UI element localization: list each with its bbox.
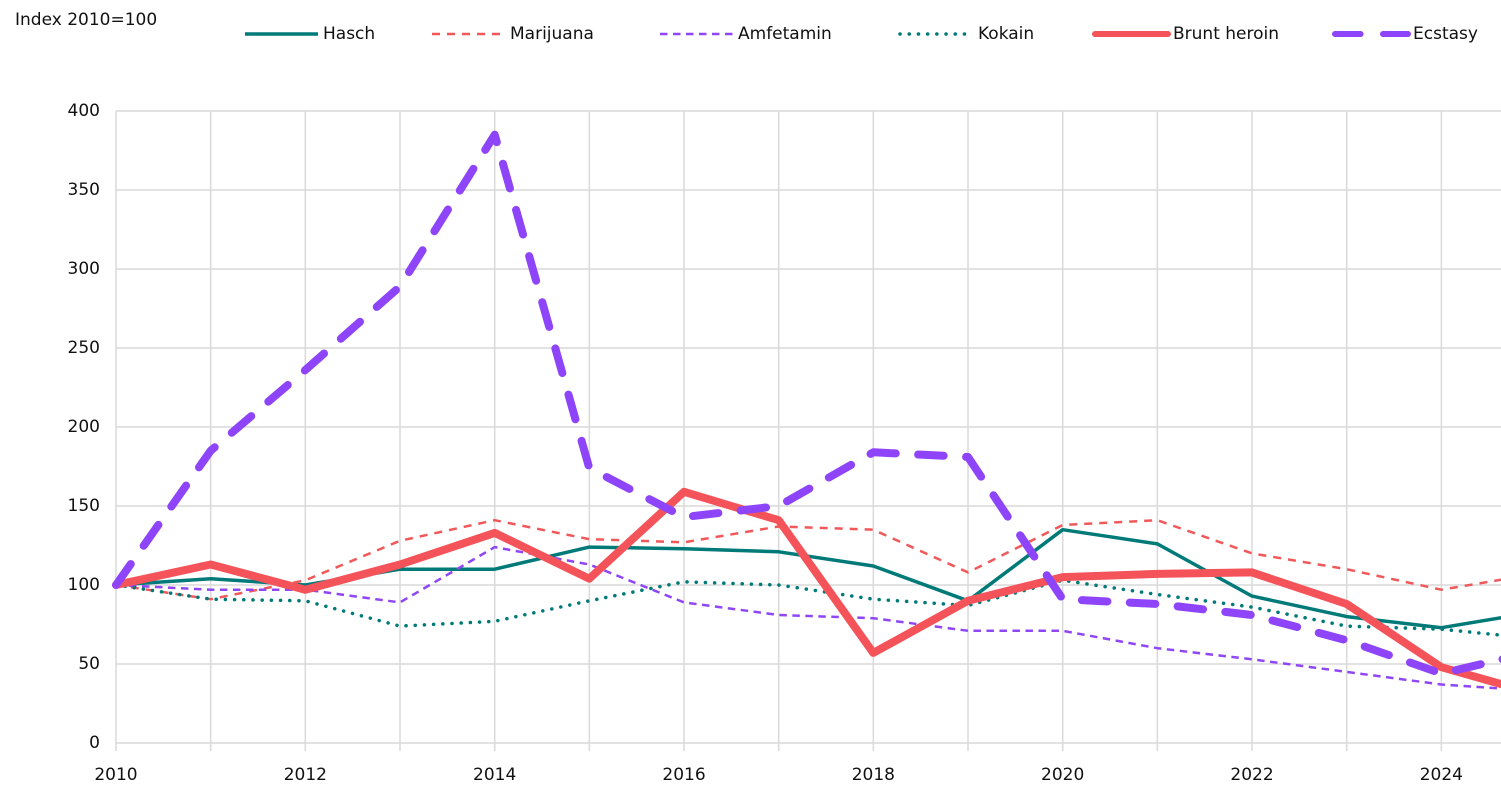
legend-label: Ecstasy	[1413, 24, 1478, 44]
legend-label: Kokain	[978, 24, 1034, 44]
legend-item: Brunt heroin	[1092, 24, 1279, 44]
y-tick-label: 0	[89, 733, 100, 753]
series-line	[112, 487, 1501, 689]
legend-item: Marijuana	[432, 24, 594, 44]
y-tick-label: 50	[78, 654, 100, 674]
legend-label: Hasch	[323, 24, 375, 44]
x-tick-label: 2022	[1230, 765, 1273, 785]
x-tick-label: 2012	[284, 765, 327, 785]
x-tick-label: 2016	[662, 765, 705, 785]
y-axis-title: Index 2010=100	[15, 10, 157, 30]
y-tick-label: 150	[68, 496, 100, 516]
y-tick-label: 350	[68, 180, 100, 200]
legend-item: Kokain	[898, 24, 1034, 44]
legend-label: Brunt heroin	[1173, 24, 1279, 44]
series-line	[112, 130, 1501, 678]
legend-item: Amfetamin	[660, 24, 832, 44]
series-line	[115, 518, 1501, 601]
series-line	[115, 545, 1501, 690]
y-tick-label: 300	[68, 259, 100, 279]
x-tick-label: 2014	[473, 765, 516, 785]
y-tick-label: 100	[68, 575, 100, 595]
plot-area	[112, 130, 1501, 690]
legend-label: Marijuana	[510, 24, 594, 44]
series-line	[115, 527, 1501, 630]
y-tick-label: 250	[68, 338, 100, 358]
x-tick-label: 2024	[1420, 765, 1463, 785]
x-tick-label: 2020	[1041, 765, 1084, 785]
y-tick-label: 400	[68, 101, 100, 121]
legend-item: Hasch	[245, 24, 375, 44]
y-tick-label: 200	[68, 417, 100, 437]
legend-item: Ecstasy	[1332, 24, 1478, 44]
x-tick-label: 2010	[94, 765, 137, 785]
legend-label: Amfetamin	[738, 24, 832, 44]
x-tick-label: 2018	[852, 765, 895, 785]
